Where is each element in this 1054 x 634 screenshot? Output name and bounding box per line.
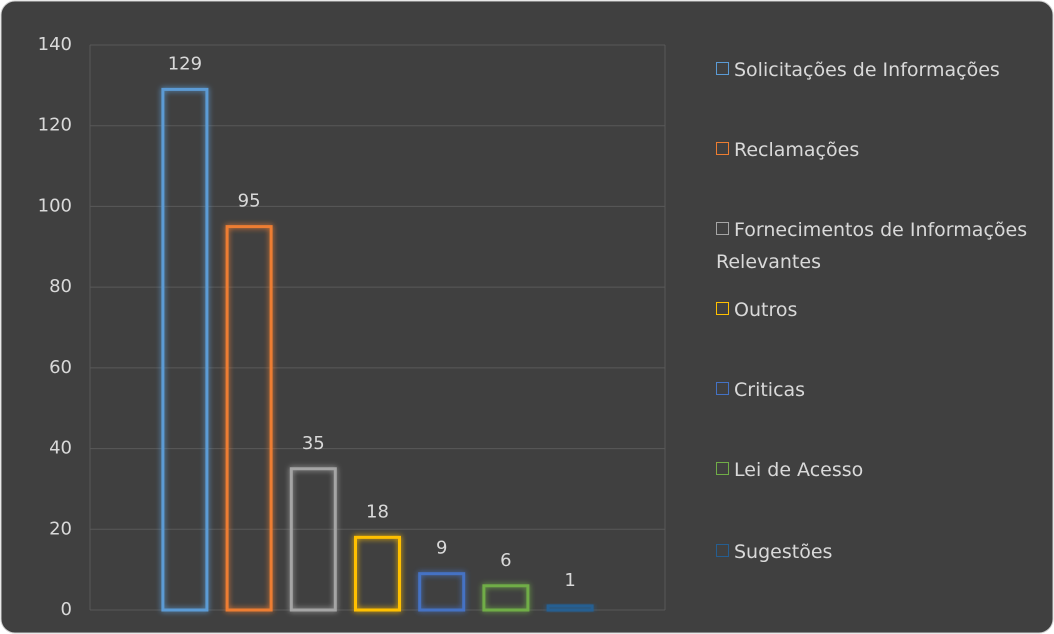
legend-label: Reclamações xyxy=(734,139,860,161)
data-label: 18 xyxy=(366,501,389,522)
data-label: 1 xyxy=(564,570,575,591)
legend-label: Sugestões xyxy=(734,541,833,563)
y-tick-label: 20 xyxy=(49,518,72,539)
data-label: 6 xyxy=(500,550,511,571)
data-label: 35 xyxy=(302,433,325,454)
legend-swatch xyxy=(716,382,729,395)
y-tick-label: 80 xyxy=(49,276,72,297)
legend-item: Outros xyxy=(716,294,1046,326)
bar xyxy=(418,572,466,612)
legend-swatch xyxy=(716,302,729,315)
y-tick-label: 120 xyxy=(38,115,72,136)
legend-label: Outros xyxy=(734,299,798,321)
y-tick-label: 140 xyxy=(38,34,72,55)
y-tick-label: 60 xyxy=(49,357,72,378)
legend-item: Sugestões xyxy=(716,536,1046,568)
legend-item: Fornecimentos de Informações Relevantes xyxy=(716,214,1046,278)
legend-label: Lei de Acesso xyxy=(734,459,864,481)
legend-swatch xyxy=(716,544,729,557)
legend-item: Criticas xyxy=(716,374,1046,406)
y-tick-label: 0 xyxy=(61,599,72,620)
bar xyxy=(289,467,337,612)
legend-swatch xyxy=(716,222,729,235)
y-tick-label: 100 xyxy=(38,195,72,216)
legend-swatch xyxy=(716,62,729,75)
bar xyxy=(546,604,594,612)
data-label: 129 xyxy=(168,53,202,74)
bar xyxy=(354,535,401,612)
legend-swatch xyxy=(716,142,729,155)
legend-item: Solicitações de Informações xyxy=(716,54,1046,86)
legend-swatch xyxy=(716,462,729,475)
legend-label: Solicitações de Informações xyxy=(734,59,1000,81)
legend-label: Criticas xyxy=(734,379,806,401)
bar xyxy=(482,584,530,612)
y-tick-label: 40 xyxy=(49,438,72,459)
legend-item: Reclamações xyxy=(716,134,1046,166)
legend-item: Lei de Acesso xyxy=(716,454,1046,486)
bar xyxy=(225,225,273,612)
data-label: 9 xyxy=(436,538,447,559)
legend-label: Fornecimentos de Informações Relevantes xyxy=(716,219,1028,273)
bar xyxy=(161,87,209,612)
data-label: 95 xyxy=(238,191,261,212)
